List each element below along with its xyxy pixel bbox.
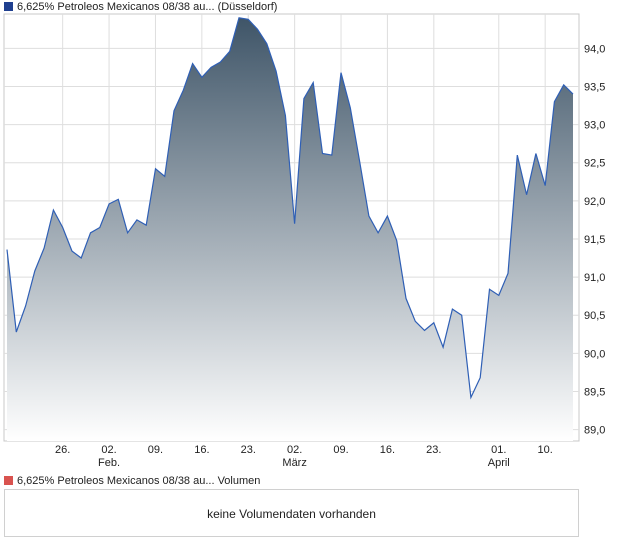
x-tick-label: 02. [101,444,116,456]
volume-legend-label: 6,625% Petroleos Mexicanos 08/38 au... V… [17,475,261,487]
y-tick-label: 90,0 [584,348,605,360]
x-tick-label: 16. [194,444,209,456]
x-tick-label: 02. [287,444,302,456]
x-tick-label: 10. [538,444,553,456]
x-month-label: April [488,457,510,469]
y-tick-label: 91,5 [584,234,605,246]
y-tick-label: 91,0 [584,272,605,284]
y-tick-label: 92,0 [584,196,605,208]
x-tick-label: 23. [241,444,256,456]
price-chart: 89,0 89,5 90,0 90,5 91,0 91,5 92,0 92,5 93,0 93,5… [3,13,605,469]
x-month-label: Feb. [98,457,120,469]
price-legend: 6,625% Petroleos Mexicanos 08/38 au... (… [4,0,277,14]
price-legend-swatch [4,2,13,11]
no-volume-message: keine Volumendaten vorhanden [207,507,376,521]
x-tick-label: 09. [333,444,348,456]
price-line [6,17,574,400]
y-tick-label: 93,0 [584,120,605,132]
y-tick-label: 93,5 [584,81,605,93]
y-tick-label: 89,0 [584,425,605,437]
y-tick-label: 90,5 [584,310,605,322]
x-tick-label: 09. [148,444,163,456]
volume-legend-swatch [4,476,13,485]
price-area [7,17,573,442]
x-tick-label: 16. [380,444,395,456]
y-axis-labels: 89,0 89,5 90,0 90,5 91,0 91,5 92,0 92,5 93,0 93,5… [584,43,605,436]
y-tick-label: 92,5 [584,158,605,170]
x-month-label: März [282,457,306,469]
x-tick-label: 23. [426,444,441,456]
y-tick-label: 94,0 [584,43,605,55]
price-legend-label: 6,625% Petroleos Mexicanos 08/38 au... (… [17,1,278,13]
x-tick-label: 01. [491,444,506,456]
y-tick-label: 89,5 [584,386,605,398]
volume-legend: 6,625% Petroleos Mexicanos 08/38 au... V… [4,474,260,488]
x-tick-label: 26. [55,444,70,456]
volume-panel: keine Volumendaten vorhanden [4,489,579,537]
